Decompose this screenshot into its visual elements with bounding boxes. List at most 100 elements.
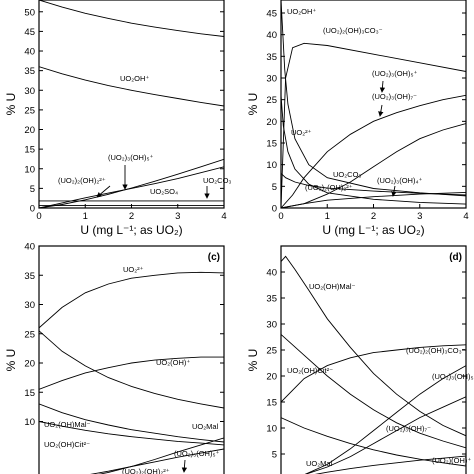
y-tick-label: 0 [272,204,277,215]
series-line-2 [39,356,224,390]
y-tick-label: 25 [266,95,277,106]
y-tick-label: 10 [266,424,277,435]
x-axis-label: U (mg L⁻¹; as UO₂) [80,223,182,237]
x-tick-label: 0 [278,211,283,222]
species-label: UO₂OH⁺ [120,74,149,83]
species-label: (UO₂)₃(OH)₅⁺ [108,153,153,162]
y-axis-label: % U [246,349,260,372]
series-line-5 [305,396,466,474]
species-label: UO₂Mal [192,422,219,431]
species-label: (UO₂)₂(OH)₂²⁺ [58,176,106,185]
species-label: UO₂(OH)Mal⁻ [309,282,355,291]
plot-frame [280,245,467,474]
y-tick-label: 45 [24,27,35,38]
y-tick-label: 30 [24,86,35,97]
y-tick-label: 35 [24,66,35,77]
panel-tag: (d) [449,252,462,263]
series-line-4 [304,365,466,474]
y-tick-label: 20 [24,359,35,370]
species-label: UO₂CO₃ [333,170,361,179]
panel-a: 0 5 10 15 20 25 30 35 40 45 50 0 1 2 3 4 % U U (mg L⁻¹; a… [4,0,231,237]
x-tick-label: 3 [417,211,422,222]
species-label: (UO₂)₃(OH)₇⁻ [386,424,431,433]
panel-c: 10 15 20 25 30 35 40 % U UO₂²⁺ UO₂(OH)⁺ UO₂(OH)Mal… [4,242,225,474]
species-label: UO₂²⁺ [123,265,144,274]
species-label: (UO₂)₃(OH)₄⁺ [377,176,423,185]
y-tick-label: 15 [24,145,35,156]
y-tick-label: 20 [24,125,35,136]
y-axis-label: % U [4,93,18,116]
y-tick-label: 40 [24,47,35,58]
series-line-2 [281,42,466,208]
y-tick-label: 20 [266,372,277,383]
y-tick-label: 35 [24,271,35,282]
series-line-7 [314,455,466,474]
species-label: UO₂CO₃ [203,176,231,185]
series-line-6 [98,437,224,474]
x-tick-label: 4 [463,211,468,222]
y-tick-label: 35 [266,52,277,63]
species-label: UO₂OH⁺ [287,7,316,16]
series-line-1 [39,0,224,37]
series-line-4 [281,123,466,208]
y-tick-label: 40 [24,242,35,253]
species-label: (UO₂)₂(OH)₂²⁺ [122,467,170,474]
y-tick-label: 15 [24,388,35,399]
x-axis-label: U (mg L⁻¹; as UO₂) [322,223,424,237]
series-line-1 [281,0,466,197]
y-tick-label: 10 [24,164,35,175]
y-tick-label: 5 [30,184,35,195]
species-label: (UO₂)₂(OH)₃CO₃⁻ [406,346,466,355]
species-label: UO₂(OH)Cit²⁻ [287,366,333,375]
pointer-arrow [379,80,386,93]
species-label: (UO₂)(OH)⁺ [432,456,471,465]
series-line-7 [281,191,466,208]
pointer-arrow [378,104,384,117]
series-line-3 [39,330,224,409]
panel-tag: (c) [208,252,220,263]
series-line-3 [281,94,466,208]
panel-b: 0 5 10 15 20 25 30 35 40 45 0 1 2 3 4 % U U (mg L⁻¹; as … [246,0,469,237]
y-tick-label: 25 [24,329,35,340]
y-tick-label: 40 [266,30,277,41]
species-label: (UO₂)₃(OH)₅⁺ [372,69,417,78]
species-label: UO₂(OH)Cit²⁻ [44,440,90,449]
species-label: UO₂(OH)⁺ [156,358,190,367]
series-line-2 [281,344,466,403]
y-tick-label: 30 [266,74,277,85]
y-tick-label: 5 [272,450,277,461]
series-line-2 [39,66,224,107]
y-tick-label: 20 [266,117,277,128]
pointer-arrow [391,185,397,197]
species-label: (UO₂)₃(OH)₅⁺ [174,449,219,458]
series-line-5 [39,421,224,446]
species-label: (UO₂)₃(OH)₇⁻ [372,92,417,101]
panel-d: 5 10 15 20 25 30 35 40 % U UO₂(OH)Mal⁻ (UO₂)₂(OH)₃… [246,245,474,474]
x-tick-label: 1 [325,211,330,222]
pointer-arrow [181,459,188,473]
y-tick-label: 15 [266,139,277,150]
series-line-1 [39,271,224,329]
x-tick-label: 4 [221,211,226,222]
y-tick-label: 35 [266,294,277,305]
y-tick-label: 10 [24,417,35,428]
x-tick-label: 3 [175,211,180,222]
y-tick-label: 25 [266,346,277,357]
y-tick-label: 5 [272,182,277,193]
y-tick-label: 10 [266,160,277,171]
series-line-4 [39,166,224,208]
species-label: UO₂(OH)Mal⁻ [44,420,90,429]
y-axis-label: % U [4,349,18,372]
x-tick-label: 2 [371,211,376,222]
species-label: (UO₂)₂(OH)₃CO₃⁻ [323,26,383,35]
x-tick-label: 1 [83,211,88,222]
x-tick-label: 2 [129,211,134,222]
species-label: UO₂²⁺ [291,128,312,137]
series-line-3 [281,334,466,449]
series-line-4 [39,403,224,443]
y-tick-label: 40 [266,268,277,279]
species-label: (UO₂)₃(OH)₅⁺ [432,372,474,381]
series-line-1 [281,255,466,437]
y-tick-label: 25 [24,105,35,116]
